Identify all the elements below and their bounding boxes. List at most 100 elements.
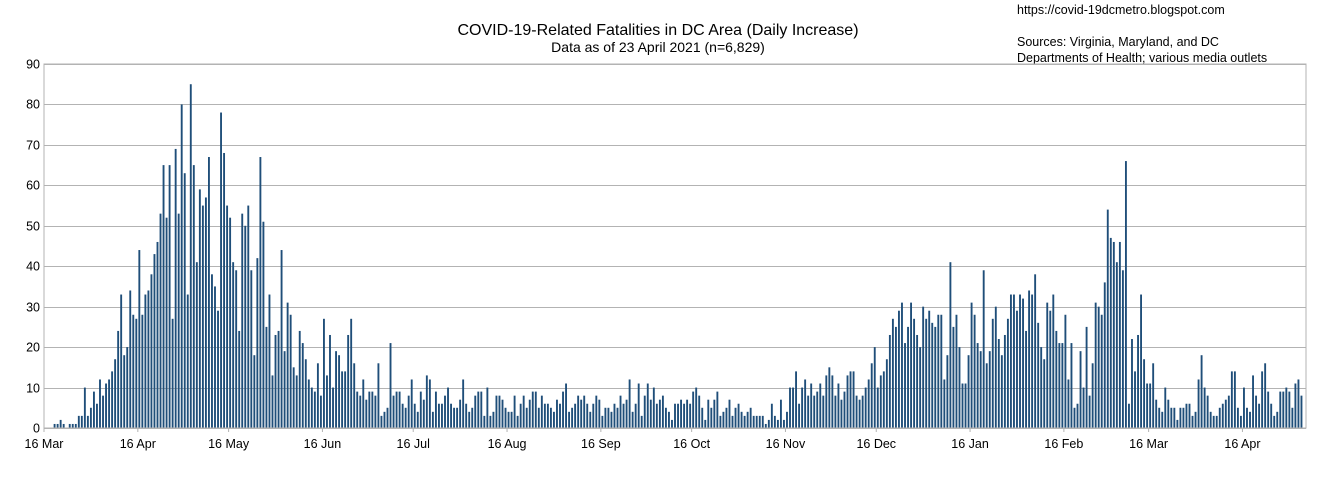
bar bbox=[495, 395, 498, 428]
bar bbox=[486, 387, 489, 428]
bar bbox=[422, 399, 425, 428]
bar bbox=[1028, 290, 1031, 428]
bar bbox=[162, 165, 165, 429]
bar bbox=[559, 403, 561, 428]
bar bbox=[1040, 347, 1043, 428]
bar bbox=[1043, 359, 1046, 428]
bar bbox=[767, 419, 770, 428]
bar bbox=[195, 262, 198, 428]
bar bbox=[138, 250, 141, 428]
bar bbox=[1091, 363, 1094, 428]
bar bbox=[758, 415, 761, 428]
bar bbox=[177, 213, 180, 428]
bar bbox=[873, 347, 876, 428]
bar bbox=[168, 165, 171, 429]
bar bbox=[204, 197, 207, 428]
bar bbox=[849, 371, 852, 428]
bar bbox=[540, 395, 543, 428]
x-tick-label: 16 Dec bbox=[856, 437, 896, 451]
bar bbox=[341, 371, 344, 428]
bar bbox=[1106, 209, 1109, 428]
bar bbox=[568, 411, 571, 428]
bar bbox=[634, 403, 637, 428]
bar bbox=[553, 411, 555, 428]
bar bbox=[159, 213, 162, 428]
bar bbox=[870, 363, 873, 428]
bar bbox=[828, 367, 831, 428]
bar bbox=[208, 157, 210, 428]
bar bbox=[1194, 411, 1197, 428]
bar bbox=[910, 302, 912, 428]
bar bbox=[891, 318, 894, 428]
bar bbox=[286, 302, 289, 428]
x-axis-ticks: 16 Mar 16 Apr 16 May 16 Jun 16 Jul 16 Aug 16 S… bbox=[25, 428, 1261, 451]
bar bbox=[904, 343, 906, 428]
bar bbox=[483, 415, 486, 428]
bar bbox=[211, 274, 213, 428]
bar bbox=[997, 339, 1000, 428]
source-url[interactable]: https://covid-19dcmetro.blogspot.com bbox=[1017, 3, 1225, 17]
bar bbox=[586, 403, 589, 428]
bar bbox=[867, 379, 870, 428]
bar bbox=[1258, 403, 1261, 428]
bar bbox=[480, 391, 483, 428]
bar bbox=[129, 290, 132, 428]
bar bbox=[362, 379, 365, 428]
bar bbox=[329, 334, 331, 428]
bar bbox=[1097, 306, 1100, 428]
bar bbox=[964, 383, 967, 428]
bar bbox=[295, 375, 298, 428]
bar bbox=[716, 391, 719, 428]
bar bbox=[513, 395, 516, 428]
bar bbox=[307, 379, 310, 428]
bar bbox=[416, 411, 419, 428]
bar bbox=[319, 395, 322, 428]
bar bbox=[819, 383, 822, 428]
bar bbox=[925, 318, 928, 428]
bar bbox=[783, 419, 785, 428]
bar bbox=[879, 375, 882, 428]
bar bbox=[1076, 403, 1079, 428]
bar bbox=[380, 415, 383, 428]
bar bbox=[664, 407, 667, 428]
bar bbox=[292, 367, 295, 428]
bar bbox=[150, 274, 153, 428]
bar bbox=[1297, 379, 1300, 428]
bar bbox=[885, 359, 888, 428]
bar bbox=[861, 395, 864, 428]
bar bbox=[1179, 407, 1182, 428]
bar bbox=[304, 359, 307, 428]
bar bbox=[1131, 339, 1133, 428]
bar bbox=[882, 371, 885, 428]
bar bbox=[425, 375, 428, 428]
y-tick-label: 60 bbox=[26, 179, 40, 193]
bar bbox=[316, 363, 319, 428]
bar bbox=[991, 318, 994, 428]
bar bbox=[752, 415, 755, 428]
bar bbox=[407, 395, 410, 428]
bar bbox=[1200, 355, 1203, 428]
x-tick-label: 16 Jun bbox=[304, 437, 342, 451]
chart-subtitle: Data as of 23 April 2021 (n=6,829) bbox=[551, 39, 765, 55]
bar bbox=[338, 355, 341, 428]
bar bbox=[1176, 419, 1179, 428]
bar bbox=[105, 383, 107, 428]
bars bbox=[53, 84, 1303, 429]
bar bbox=[332, 387, 334, 428]
bar bbox=[1255, 395, 1258, 428]
bar bbox=[668, 411, 670, 428]
bar bbox=[1291, 407, 1294, 428]
bar bbox=[1264, 363, 1267, 428]
chart-title: COVID-19-Related Fatalities in DC Area (… bbox=[457, 22, 859, 39]
bar bbox=[510, 411, 513, 428]
bar bbox=[132, 314, 135, 428]
bar bbox=[931, 322, 934, 428]
bar bbox=[1252, 375, 1254, 428]
bar bbox=[1115, 262, 1118, 428]
bar bbox=[1300, 395, 1303, 428]
bar bbox=[232, 262, 235, 428]
bar bbox=[804, 379, 807, 428]
bar bbox=[707, 399, 710, 428]
bar bbox=[507, 411, 510, 428]
bar bbox=[80, 415, 83, 428]
